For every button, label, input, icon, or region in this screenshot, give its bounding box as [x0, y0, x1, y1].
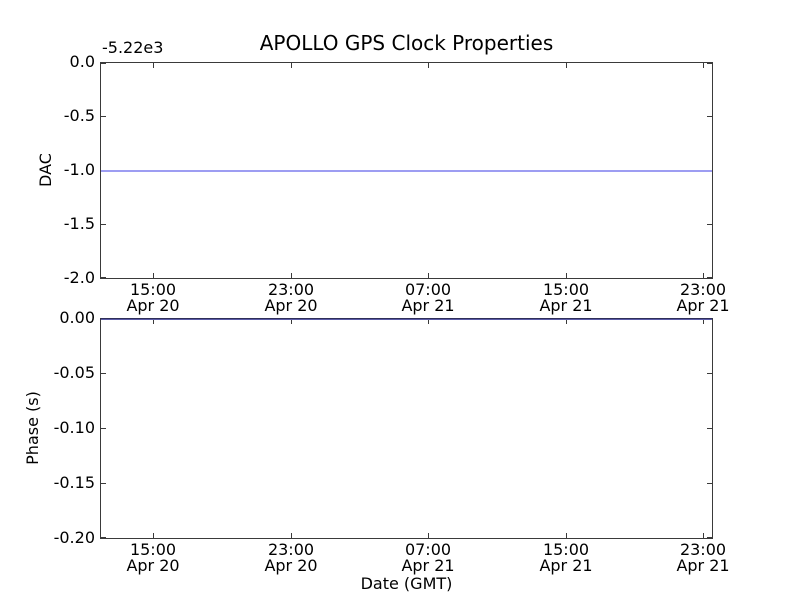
tick-mark	[101, 537, 106, 538]
xtick-time: 23:00	[267, 280, 315, 299]
ytick-label: -0.15	[53, 473, 95, 492]
tick-mark	[291, 63, 292, 68]
y-axis-offset-text: -5.22e3	[102, 38, 164, 57]
xtick-date: Apr 21	[676, 296, 730, 315]
tick-mark	[428, 319, 429, 324]
xtick-date: Apr 20	[264, 556, 318, 575]
xtick-label: 07:00 Apr 21	[383, 542, 473, 574]
tick-mark	[566, 533, 567, 538]
xtick-label: 15:00 Apr 21	[521, 542, 611, 574]
xtick-date: Apr 21	[401, 556, 455, 575]
tick-mark	[153, 533, 154, 538]
tick-mark	[101, 483, 106, 485]
tick-mark	[291, 319, 292, 324]
tick-mark	[707, 115, 712, 117]
tick-mark	[101, 427, 106, 429]
tick-mark	[707, 372, 712, 374]
tick-mark	[703, 533, 704, 538]
xtick-date: Apr 21	[676, 556, 730, 575]
xtick-time: 15:00	[129, 280, 177, 299]
tick-mark	[707, 483, 712, 485]
x-axis-label: Date (GMT)	[360, 574, 453, 593]
tick-mark	[566, 63, 567, 68]
tick-mark	[566, 273, 567, 278]
phase-data-line	[101, 319, 712, 320]
xtick-label: 15:00 Apr 20	[108, 282, 198, 314]
xtick-label: 15:00 Apr 20	[108, 542, 198, 574]
tick-mark	[153, 273, 154, 278]
ytick-label: -1.0	[63, 160, 95, 179]
xtick-date: Apr 21	[539, 556, 593, 575]
tick-mark	[428, 273, 429, 278]
xtick-date: Apr 20	[126, 296, 180, 315]
xtick-label: 23:00 Apr 20	[246, 282, 336, 314]
ytick-label: -0.05	[53, 363, 95, 382]
xtick-time: 07:00	[404, 280, 452, 299]
ytick-label: -2.0	[63, 268, 95, 287]
ytick-label: -1.5	[63, 214, 95, 233]
xtick-label: 15:00 Apr 21	[521, 282, 611, 314]
xtick-time: 15:00	[542, 280, 590, 299]
xtick-label: 23:00 Apr 20	[246, 542, 336, 574]
xtick-time: 15:00	[129, 540, 177, 559]
tick-mark	[101, 277, 106, 278]
tick-mark	[707, 427, 712, 429]
tick-mark	[707, 63, 712, 64]
xtick-label: 07:00 Apr 21	[383, 282, 473, 314]
xtick-time: 15:00	[542, 540, 590, 559]
tick-mark	[566, 319, 567, 324]
tick-mark	[707, 224, 712, 226]
dac-axes	[100, 62, 713, 279]
tick-mark	[703, 319, 704, 324]
y-axis-label-phase: Phase (s)	[23, 391, 42, 465]
dac-data-line	[101, 169, 712, 172]
tick-mark	[153, 63, 154, 68]
phase-axes	[100, 318, 713, 539]
tick-mark	[707, 277, 712, 278]
tick-mark	[707, 537, 712, 538]
ytick-label: -0.5	[63, 106, 95, 125]
tick-mark	[101, 372, 106, 374]
xtick-time: 23:00	[679, 540, 727, 559]
tick-mark	[703, 273, 704, 278]
xtick-date: Apr 20	[264, 296, 318, 315]
xtick-time: 23:00	[267, 540, 315, 559]
tick-mark	[101, 115, 106, 117]
y-axis-label-dac: DAC	[36, 153, 55, 187]
xtick-time: 07:00	[404, 540, 452, 559]
xtick-time: 23:00	[679, 280, 727, 299]
xtick-label: 23:00 Apr 21	[658, 542, 748, 574]
tick-mark	[153, 319, 154, 324]
tick-mark	[291, 273, 292, 278]
tick-mark	[428, 533, 429, 538]
xtick-date: Apr 21	[539, 296, 593, 315]
tick-mark	[101, 63, 106, 64]
tick-mark	[703, 63, 704, 68]
ytick-label: -0.20	[53, 528, 95, 547]
ytick-label: 0.0	[69, 52, 95, 71]
tick-mark	[291, 533, 292, 538]
chart-title: APOLLO GPS Clock Properties	[259, 31, 554, 55]
xtick-label: 23:00 Apr 21	[658, 282, 748, 314]
ytick-label: 0.00	[59, 308, 95, 327]
ytick-label: -0.10	[53, 418, 95, 437]
xtick-date: Apr 21	[401, 296, 455, 315]
tick-mark	[428, 63, 429, 68]
tick-mark	[101, 224, 106, 226]
xtick-date: Apr 20	[126, 556, 180, 575]
